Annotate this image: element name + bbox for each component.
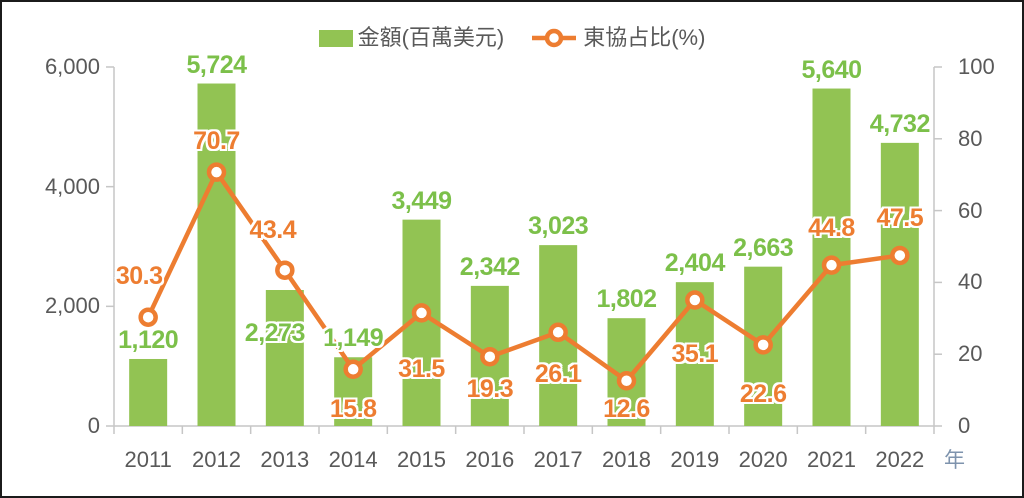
left-axis-label: 2,000 <box>44 293 100 319</box>
marker-2014 <box>343 359 363 380</box>
x-axis-label-2014: 2014 <box>328 447 378 472</box>
bar-label-2014: 1,149 <box>323 324 384 353</box>
marker-2013 <box>275 260 295 280</box>
bar-label-2019: 2,404 <box>664 249 726 278</box>
ratio-label-2012: 70.7 <box>193 127 240 156</box>
marker-2022 <box>890 245 910 266</box>
bar-label-2020: 2,663 <box>733 233 794 262</box>
right-axis-label: 80 <box>958 125 983 151</box>
marker-2018 <box>616 371 637 391</box>
legend-label-ratio: 東協占比(%) <box>583 25 706 50</box>
x-axis-label-2015: 2015 <box>397 447 446 472</box>
bar-label-2017: 3,023 <box>528 212 589 241</box>
ratio-label-2013: 43.4 <box>249 216 297 245</box>
ratio-label-2021: 44.8 <box>808 214 855 243</box>
x-axis-label-2013: 2013 <box>260 447 310 472</box>
right-axis-label: 20 <box>958 341 983 367</box>
ratio-label-2022: 47.5 <box>876 204 924 233</box>
x-axis-label-2020: 2020 <box>738 447 788 472</box>
ratio-label-2015: 31.5 <box>398 354 445 383</box>
bar-2012 <box>197 83 236 426</box>
marker-2021 <box>821 255 842 275</box>
marker-2015 <box>411 303 432 323</box>
x-axis-label-2018: 2018 <box>602 447 651 472</box>
bar-2011 <box>129 358 168 426</box>
bar-label-2012: 5,724 <box>186 50 247 79</box>
x-axis-label-2021: 2021 <box>807 447 856 472</box>
ratio-line <box>146 167 901 384</box>
bar-label-2022: 4,732 <box>869 109 931 138</box>
x-axis-label-2019: 2019 <box>670 447 720 472</box>
ratio-label-2016: 19.3 <box>466 374 514 403</box>
left-axis-label: 4,000 <box>44 173 100 199</box>
x-axis-unit-label: 年 <box>944 449 965 472</box>
right-axis-label: 0 <box>958 413 971 438</box>
legend-marker-ratio-icon <box>532 28 577 48</box>
legend-item-amount: 金額(百萬美元) <box>318 25 505 50</box>
ratio-label-2011: 30.3 <box>115 262 163 291</box>
legend-swatch-amount-icon <box>318 29 353 47</box>
right-axis-label: 40 <box>958 269 983 295</box>
bar-2022 <box>880 142 919 427</box>
bar-label-2018: 1,802 <box>596 285 657 314</box>
marker-2020 <box>753 335 773 355</box>
ratio-label-2018: 12.6 <box>603 394 650 423</box>
ratio-label-2020: 22.6 <box>739 379 787 408</box>
bar-label-2016: 2,342 <box>459 252 521 281</box>
ratio-label-2014: 15.8 <box>329 395 377 424</box>
legend: 金額(百萬美元) 東協占比(%) <box>2 26 1022 50</box>
marker-2011 <box>138 307 158 327</box>
ratio-label-2017: 26.1 <box>534 360 582 389</box>
left-axis-label: 6,000 <box>44 54 100 79</box>
bar-label-2013: 2,273 <box>244 318 306 347</box>
marker-2016 <box>480 346 500 367</box>
marker-2017 <box>548 322 568 343</box>
left-axis-label: 0 <box>87 413 100 438</box>
right-axis-label: 100 <box>958 54 995 79</box>
marker-2012 <box>206 162 227 182</box>
x-axis-label-2022: 2022 <box>875 447 925 472</box>
x-axis-label-2017: 2017 <box>533 447 583 472</box>
bar-label-2015: 3,449 <box>391 186 452 215</box>
right-axis-label: 60 <box>958 197 983 223</box>
x-axis-label-2016: 2016 <box>465 447 515 472</box>
marker-2019 <box>685 290 705 310</box>
bar-label-2021: 5,640 <box>801 55 862 84</box>
bar-2013 <box>265 289 304 426</box>
ratio-label-2019: 35.1 <box>671 339 719 368</box>
x-axis-label-2012: 2012 <box>192 447 241 472</box>
legend-item-ratio: 東協占比(%) <box>530 26 705 50</box>
x-axis-label-2011: 2011 <box>124 447 172 472</box>
bar-label-2011: 1,120 <box>118 325 179 354</box>
legend-label-amount: 金額(百萬美元) <box>357 25 505 50</box>
